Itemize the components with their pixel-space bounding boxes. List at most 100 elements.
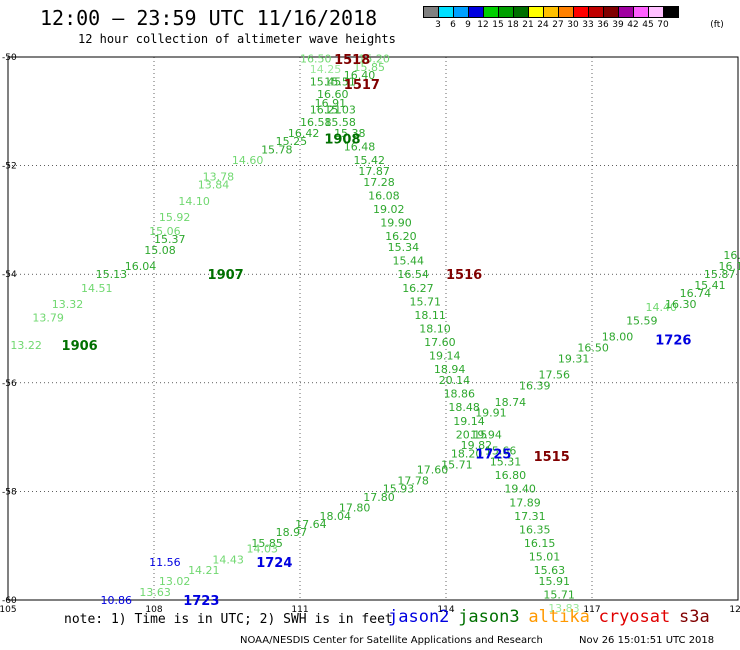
swh-value: 15.58 (324, 116, 356, 129)
swh-value: 16.60 (317, 88, 349, 101)
swh-value: 15.92 (159, 211, 191, 224)
swh-value: 15.01 (529, 551, 561, 564)
swh-value: 15.03 (324, 104, 356, 117)
swh-value: 17.60 (424, 336, 456, 349)
swh-value: 15.71 (441, 458, 473, 471)
swh-value: 14.51 (81, 282, 113, 295)
swh-value: 16.04 (125, 260, 157, 273)
swh-value: 18.48 (448, 401, 480, 414)
latitude-tick-label: -50 (2, 53, 17, 63)
swh-value: 15.66 (485, 445, 517, 458)
swh-value: 13.32 (52, 298, 84, 311)
swh-value: 16.54 (397, 268, 429, 281)
color-scale-label: 39 (612, 20, 624, 30)
latitude-tick-label: -54 (2, 270, 17, 280)
color-scale-label: 45 (642, 20, 654, 30)
swh-value: 19.14 (453, 415, 485, 428)
color-swatch (663, 6, 679, 18)
swh-value: 15.87 (704, 268, 736, 281)
swh-value: 16.74 (680, 287, 712, 300)
swh-value: 15.71 (410, 295, 442, 308)
color-scale-label: 21 (522, 20, 534, 30)
swh-value: 16.58 (300, 116, 332, 129)
swh-value: 16.20 (385, 230, 417, 243)
swh-value: 16.30 (665, 298, 697, 311)
credit-timestamp: Nov 26 15:01:51 UTC 2018 (579, 635, 715, 646)
swh-value: 15.85 (354, 61, 386, 74)
swh-value: 13.83 (548, 602, 580, 615)
color-scale-label: 6 (450, 20, 456, 30)
swh-value: 15.38 (334, 127, 366, 140)
mission-altika: altika (528, 607, 590, 627)
swh-value: 14.25 (310, 63, 342, 76)
latitude-tick-label: -56 (2, 379, 17, 389)
swh-value: 16.50 (300, 53, 332, 66)
swh-value: 13.84 (198, 179, 230, 192)
color-scale-label: 70 (657, 20, 669, 30)
footer-note: note: 1) Time is in UTC; 2) SWH is in fe… (64, 612, 393, 627)
credit-text: NOAA/NESDIS Center for Satellite Applica… (240, 635, 543, 646)
swh-value: 18.74 (495, 396, 526, 409)
longitude-tick-label: 117 (583, 605, 600, 615)
swh-value: 16.48 (344, 141, 376, 154)
swh-value: 17.56 (538, 369, 570, 382)
swh-value: 16.27 (402, 282, 434, 295)
swh-value: 18.97 (276, 526, 308, 539)
page-subtitle: 12 hour collection of altimeter wave hei… (78, 32, 396, 46)
color-scale-labels: 3 6 9 12 15 18 21 24 27 30 33 36 39 42 45 70 (ft) (423, 20, 740, 34)
swh-value: 13.02 (159, 575, 191, 588)
swh-value: 14.43 (212, 553, 244, 566)
swh-value: 14.60 (232, 154, 264, 167)
color-scale-label: 36 (597, 20, 609, 30)
swh-value: 15.45 (310, 75, 342, 88)
swh-value: 17.87 (358, 165, 390, 178)
mission-cryosat: cryosat (598, 607, 671, 627)
longitude-tick-label: 114 (437, 605, 454, 615)
swh-value: 15.37 (154, 233, 186, 246)
swh-value: 19.94 (470, 428, 502, 441)
page-title: 12:00 — 23:59 UTC 11/16/2018 (40, 6, 378, 30)
longitude-tick-label: 120 (729, 605, 740, 615)
swh-value: 18.11 (414, 309, 446, 322)
swh-value: 20.14 (439, 374, 471, 387)
swh-value: 13.79 (32, 312, 64, 325)
swh-value: 16.80 (495, 469, 526, 482)
swh-value: 15.25 (276, 135, 308, 148)
swh-value: 16.35 (519, 523, 551, 536)
swh-value: 17.80 (339, 502, 371, 515)
swh-value: 15.85 (251, 537, 282, 550)
swh-value: 18.10 (419, 323, 451, 336)
swh-value: 17.89 (509, 496, 541, 509)
swh-value: 18.86 (444, 388, 476, 401)
swh-value: 13.63 (139, 586, 171, 599)
color-scale-label: 42 (627, 20, 639, 30)
pass-time-label: 1725 (475, 447, 511, 462)
color-scale-label: 9 (465, 20, 471, 30)
swh-value: 15.91 (538, 575, 570, 588)
color-scale-label: 3 (435, 20, 441, 30)
swh-value: 17.31 (514, 510, 546, 523)
pass-time-label: 1515 (534, 450, 570, 465)
swh-value: 17.78 (397, 475, 429, 488)
swh-value: 19.90 (380, 217, 412, 230)
swh-value: 17.80 (363, 491, 395, 504)
pass-time-label: 1723 (183, 594, 219, 609)
longitude-tick-label: 108 (145, 605, 162, 615)
swh-value: 16.50 (577, 342, 609, 355)
swh-value: 16.39 (519, 380, 551, 393)
pass-time-label: 1907 (208, 268, 244, 283)
swh-value: 16.21 (310, 104, 342, 117)
latitude-tick-label: -58 (2, 487, 17, 497)
latitude-tick-label: -60 (2, 596, 17, 606)
swh-value: 11.56 (149, 556, 181, 569)
color-scale-unit: (ft) (710, 20, 724, 30)
swh-value: 18.04 (319, 510, 351, 523)
swh-value: 19.40 (504, 483, 536, 496)
swh-value: 16.08 (368, 189, 400, 202)
swh-value: 16.40 (344, 69, 376, 82)
color-scale-label: 12 (477, 20, 489, 30)
swh-value: 15.08 (144, 244, 176, 257)
swh-value: 19.82 (461, 439, 493, 452)
swh-value: 14.21 (188, 564, 220, 577)
